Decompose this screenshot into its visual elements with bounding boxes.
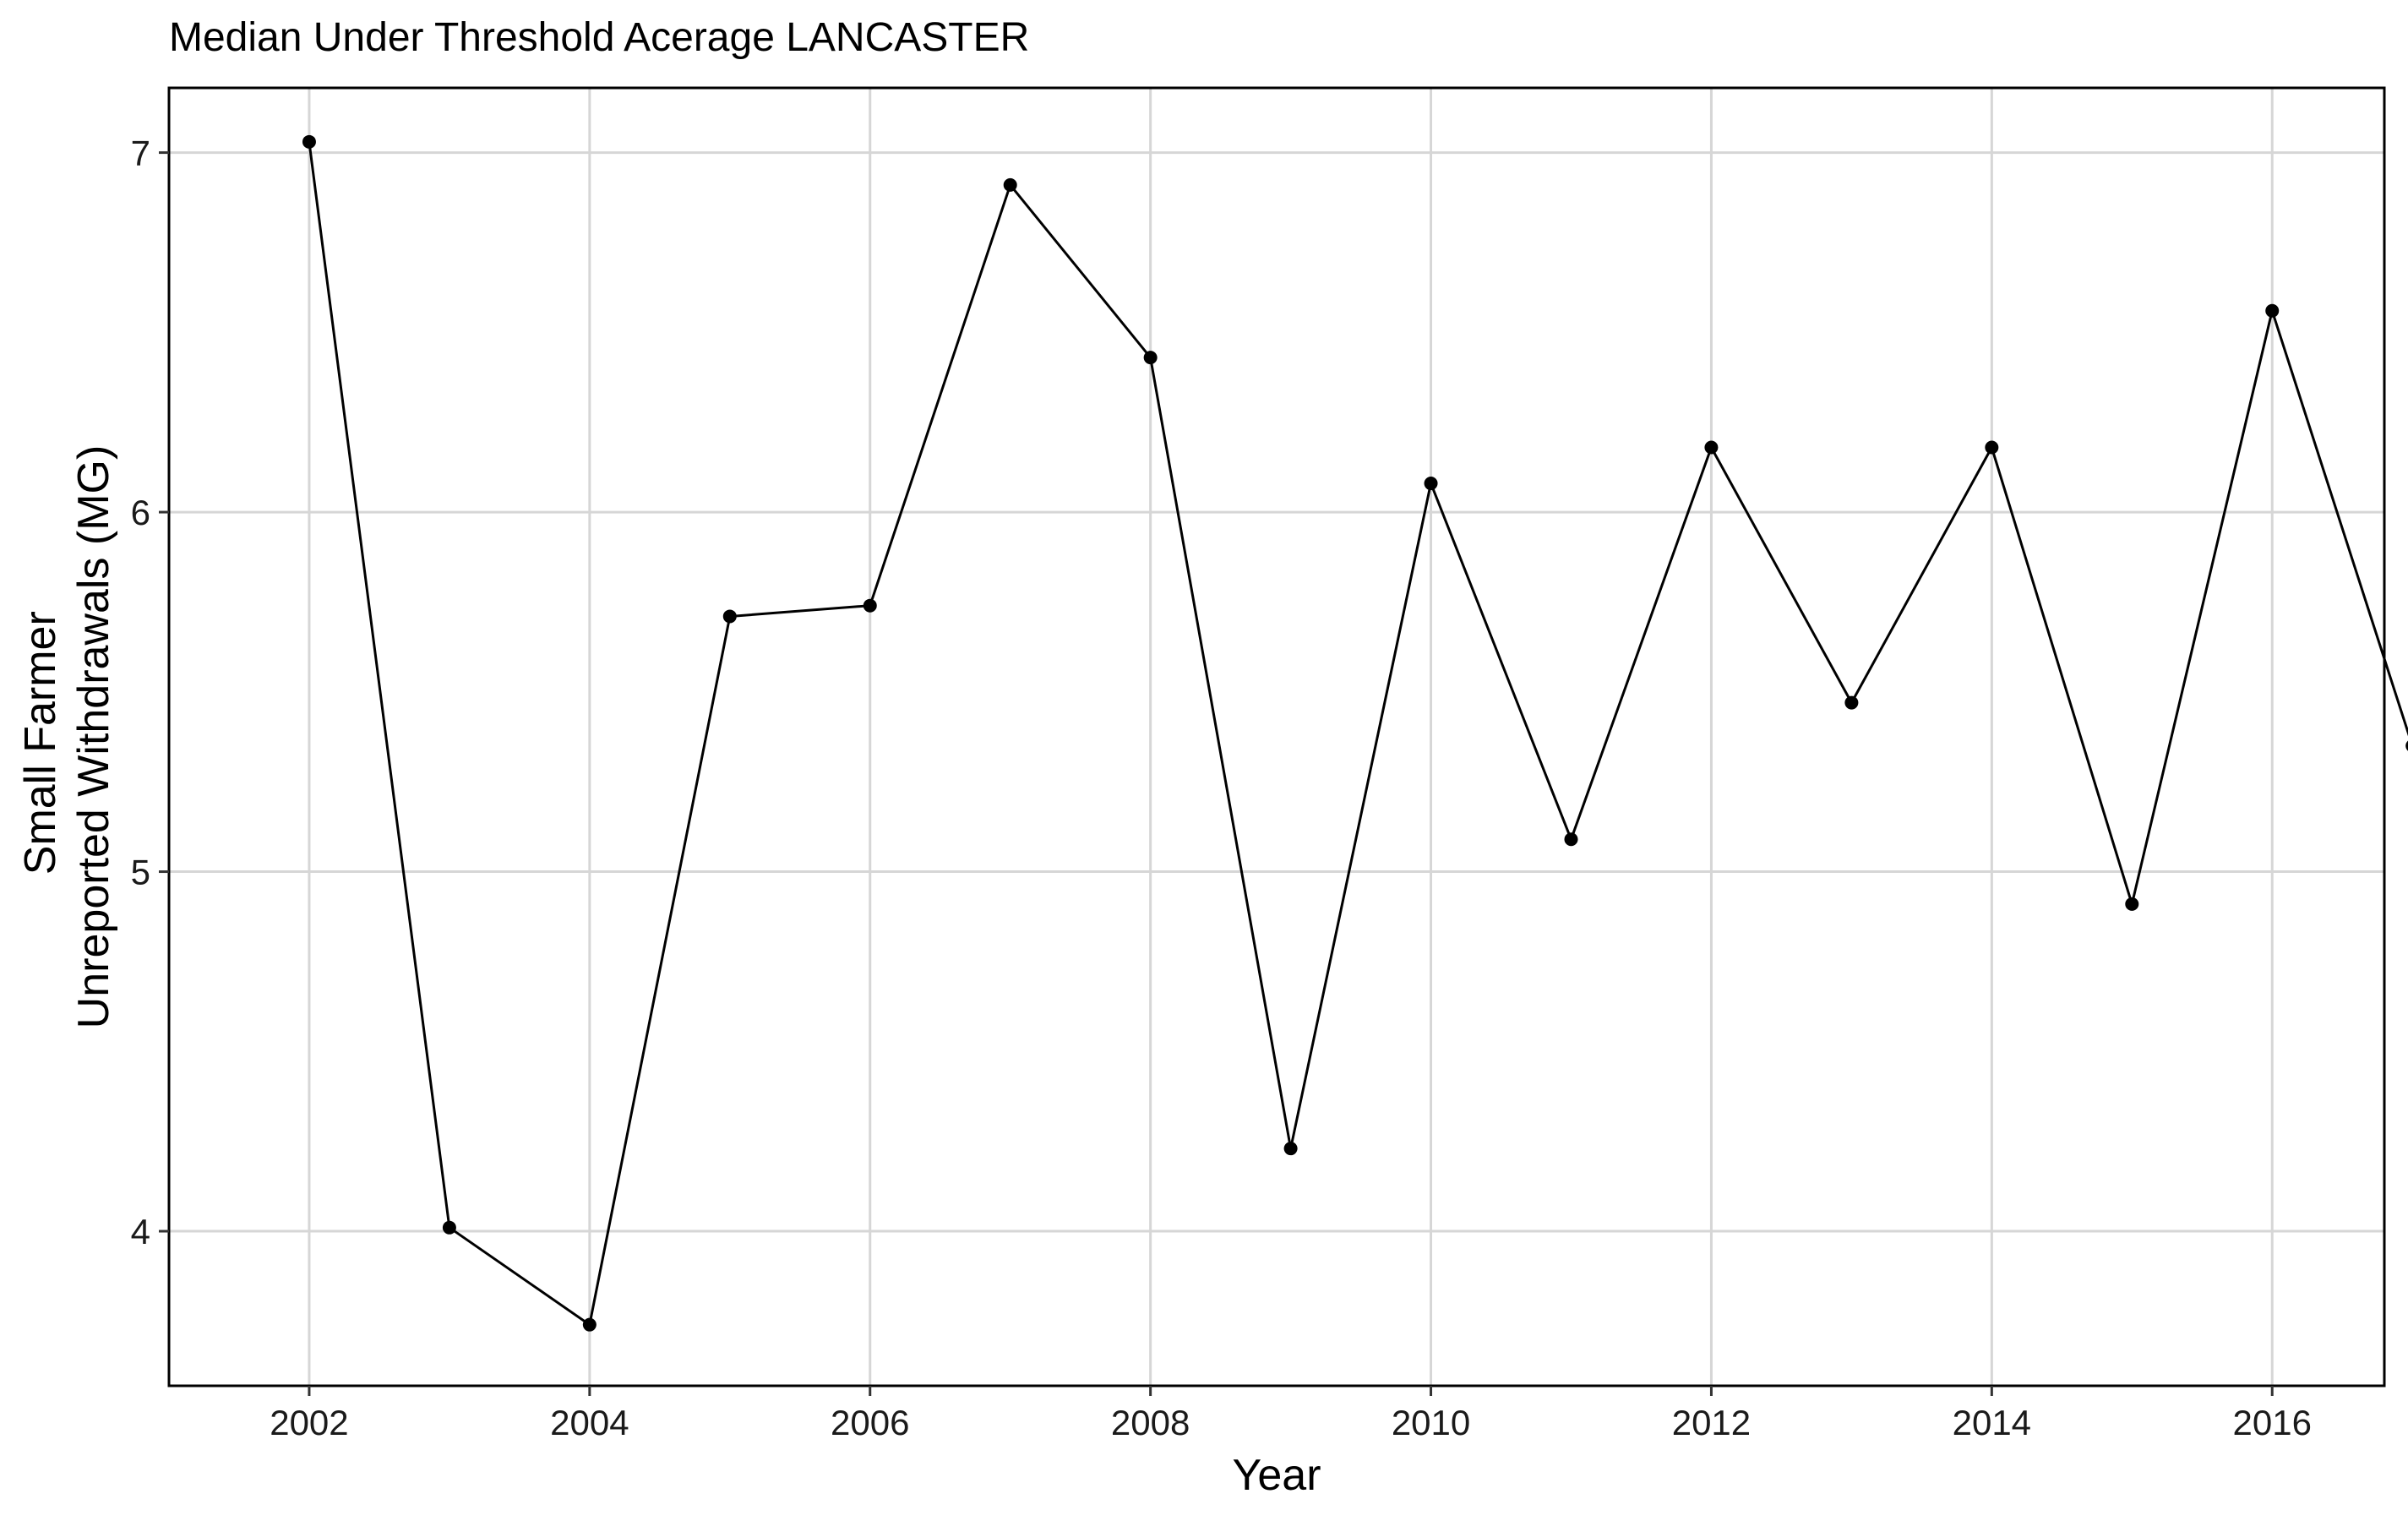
data-point (863, 598, 877, 613)
data-point (582, 1317, 597, 1332)
y-tick-label: 5 (131, 853, 150, 892)
series-line (308, 141, 2408, 1327)
y-tick-label: 7 (131, 134, 150, 173)
x-tick-label: 2010 (1392, 1403, 1470, 1442)
series-layer (302, 134, 2408, 1332)
y-tick-label: 4 (131, 1212, 150, 1251)
data-point (1424, 477, 1438, 491)
data-point (1564, 832, 1578, 847)
x-tick-label: 2006 (831, 1403, 909, 1442)
x-tick-label: 2014 (1953, 1403, 2031, 1442)
x-tick-label: 2004 (550, 1403, 629, 1442)
y-axis-title-line-1: Small Farmer (16, 611, 65, 875)
data-point (302, 134, 316, 149)
data-point (1143, 351, 1158, 365)
axes: 2002 2004 2006 2008 2010 2012 2014 2016 4 5 6 7 (131, 134, 2312, 1442)
x-tick-label: 2016 (2233, 1403, 2312, 1442)
y-axis-title-line-2: Unreported Withdrawals (MG) (69, 445, 118, 1029)
x-axis-title: Year (1232, 1451, 1321, 1500)
x-tick-label: 2002 (270, 1403, 348, 1442)
data-point (1283, 1142, 1298, 1156)
y-tick-label: 6 (131, 493, 150, 532)
plot-frame (167, 86, 2386, 1387)
data-point (1704, 440, 1719, 455)
data-point (1985, 440, 1999, 455)
data-point (1003, 177, 1017, 192)
chart-title: Median Under Threshold Acerage LANCASTER (169, 15, 1029, 60)
data-point (2265, 303, 2280, 318)
data-point (1844, 695, 1859, 710)
data-point (2125, 897, 2139, 911)
x-tick-label: 2012 (1672, 1403, 1751, 1442)
grid-lines (169, 88, 2384, 1386)
data-point (2405, 740, 2408, 751)
data-point (442, 1220, 456, 1235)
data-point (722, 609, 737, 624)
x-tick-label: 2008 (1111, 1403, 1190, 1442)
y-axis-title: Small Farmer Unreported Withdrawals (MG) (16, 445, 118, 1029)
